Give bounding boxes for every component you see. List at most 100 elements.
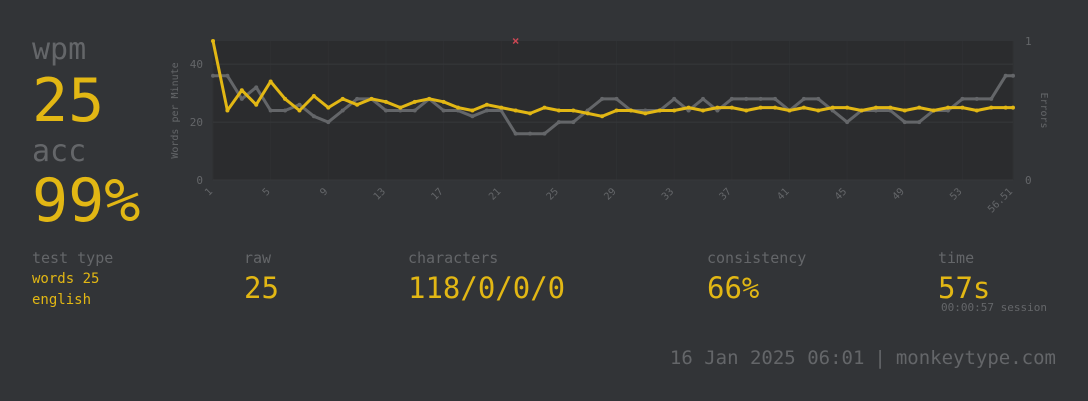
test-type-label: test type: [32, 249, 114, 267]
x-tick-label: 5: [261, 186, 273, 198]
series-point-raw: [398, 108, 403, 113]
series-point-wpm: [931, 108, 936, 113]
series-point-wpm: [628, 108, 633, 113]
series-point-raw: [672, 96, 677, 101]
x-tick-label: 21: [487, 186, 503, 202]
y2-tick-label: 0: [1025, 174, 1032, 187]
series-point-raw: [873, 108, 878, 113]
series-point-wpm: [585, 111, 590, 116]
x-tick-label: 53: [948, 186, 964, 202]
series-point-raw: [773, 96, 778, 101]
series-point-raw: [456, 108, 461, 113]
series-point-raw: [211, 73, 215, 78]
time-label: time: [938, 249, 975, 267]
characters-value[interactable]: 118/0/0/0: [408, 271, 566, 305]
accuracy-value[interactable]: 99%: [32, 166, 141, 236]
x-tick-label: 41: [775, 186, 791, 202]
series-point-wpm: [614, 108, 619, 113]
series-point-wpm: [859, 108, 864, 113]
series-point-wpm: [845, 105, 850, 110]
series-point-raw: [902, 120, 907, 125]
series-point-wpm: [787, 108, 792, 113]
series-point-wpm: [528, 111, 533, 116]
series-point-raw: [513, 131, 518, 136]
x-tick-label: 9: [318, 186, 330, 198]
series-point-raw: [571, 120, 576, 125]
y2-tick-label: 1: [1025, 35, 1032, 48]
y-tick-label: 0: [196, 174, 203, 187]
series-point-raw: [729, 96, 734, 101]
series-point-raw: [340, 108, 345, 113]
series-point-wpm: [974, 108, 979, 113]
test-type-mode: words 25: [32, 271, 100, 287]
series-point-wpm: [715, 105, 720, 110]
series-point-raw: [816, 96, 821, 101]
series-point-wpm: [600, 114, 605, 119]
series-point-wpm: [744, 108, 749, 113]
raw-value[interactable]: 25: [244, 271, 279, 305]
y-axis-title: Words per Minute: [170, 62, 181, 158]
test-type-language: english: [32, 292, 92, 308]
wpm-value[interactable]: 25: [32, 66, 105, 136]
series-point-raw: [470, 114, 475, 119]
series-point-wpm: [773, 105, 778, 110]
consistency-value[interactable]: 66%: [707, 271, 760, 305]
series-point-wpm: [254, 102, 259, 107]
x-tick-label: 25: [545, 186, 561, 202]
consistency-label: consistency: [707, 249, 807, 267]
series-point-raw: [383, 108, 388, 113]
series-point-wpm: [225, 108, 230, 113]
series-point-wpm: [484, 102, 489, 107]
series-point-raw: [1003, 73, 1008, 78]
series-point-wpm: [1011, 105, 1015, 110]
time-value[interactable]: 57s: [938, 271, 991, 305]
series-point-wpm: [758, 105, 763, 110]
x-tick-label: 49: [891, 186, 907, 202]
series-point-wpm: [556, 108, 561, 113]
series-point-raw: [888, 108, 893, 113]
series-point-raw: [585, 108, 590, 113]
series-point-raw: [311, 114, 316, 119]
footer-separator: |: [874, 347, 886, 369]
series-point-wpm: [513, 108, 518, 113]
series-point-raw: [412, 108, 417, 113]
series-point-wpm: [571, 108, 576, 113]
x-tick-label: 1: [203, 186, 215, 198]
series-point-raw: [297, 102, 302, 107]
series-point-raw: [528, 131, 533, 136]
series-point-wpm: [499, 105, 504, 110]
series-point-wpm: [672, 108, 677, 113]
series-point-wpm: [902, 108, 907, 113]
series-point-raw: [960, 96, 965, 101]
x-tick-label: 33: [660, 186, 676, 202]
series-point-raw: [600, 96, 605, 101]
x-tick-label: 45: [833, 186, 849, 202]
series-point-wpm: [297, 108, 302, 113]
result-datetime: 16 Jan 2025 06:01: [669, 347, 865, 369]
x-tick-label: 29: [602, 186, 618, 202]
series-point-wpm: [326, 105, 331, 110]
series-point-raw: [1011, 73, 1015, 78]
series-point-wpm: [456, 105, 461, 110]
series-point-raw: [989, 96, 994, 101]
series-point-wpm: [268, 79, 273, 84]
series-point-wpm: [830, 105, 835, 110]
series-point-raw: [801, 96, 806, 101]
series-point-wpm: [412, 99, 417, 104]
series-point-wpm: [801, 105, 806, 110]
series-point-wpm: [340, 96, 345, 101]
series-point-raw: [758, 96, 763, 101]
series-point-raw: [355, 96, 360, 101]
series-point-wpm: [960, 105, 965, 110]
x-tick-label: 56.51: [986, 186, 1015, 215]
series-point-wpm: [470, 108, 475, 113]
series-point-wpm: [729, 105, 734, 110]
series-point-raw: [254, 85, 259, 90]
series-point-wpm: [816, 108, 821, 113]
series-point-raw: [974, 96, 979, 101]
series-point-raw: [744, 96, 749, 101]
series-point-raw: [268, 108, 273, 113]
series-point-wpm: [369, 96, 374, 101]
series-point-raw: [484, 108, 489, 113]
